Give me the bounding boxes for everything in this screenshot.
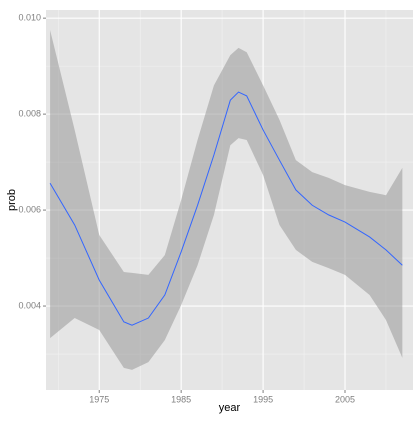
x-tick-label: 1985 — [171, 394, 191, 404]
x-tick-label: 1975 — [89, 394, 109, 404]
x-axis-title: year — [219, 402, 241, 414]
x-tick-label: 2005 — [335, 394, 355, 404]
confidence-band — [50, 30, 403, 370]
y-tick-label: 0.006 — [18, 204, 41, 214]
x-tick-label: 1995 — [253, 394, 273, 404]
y-tick-label: 0.004 — [18, 300, 41, 310]
y-tick-label: 0.010 — [18, 13, 41, 23]
y-tick-label: 0.008 — [18, 108, 41, 118]
y-axis-title: prob — [6, 189, 18, 211]
smooth-line — [49, 91, 403, 326]
